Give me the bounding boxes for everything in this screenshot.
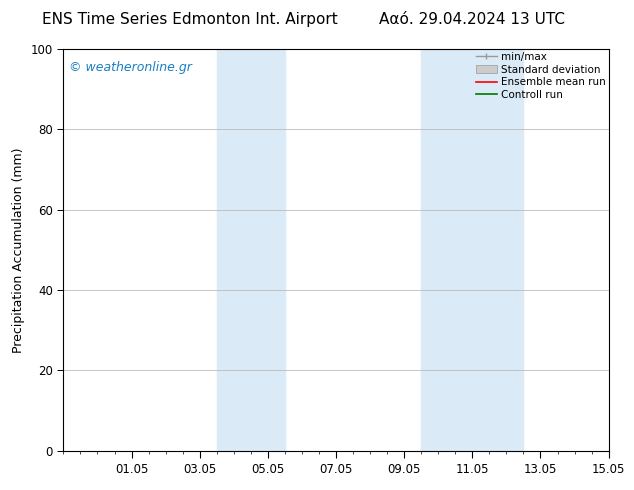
Text: Ααό. 29.04.2024 13 UTC: Ααό. 29.04.2024 13 UTC [379,12,566,27]
Text: ENS Time Series Edmonton Int. Airport: ENS Time Series Edmonton Int. Airport [42,12,338,27]
Y-axis label: Precipitation Accumulation (mm): Precipitation Accumulation (mm) [12,147,25,353]
Text: © weatheronline.gr: © weatheronline.gr [69,61,191,74]
Bar [217,49,285,451]
Bar [421,49,524,451]
Legend: min/max, Standard deviation, Ensemble mean run, Controll run: min/max, Standard deviation, Ensemble me… [474,50,607,102]
